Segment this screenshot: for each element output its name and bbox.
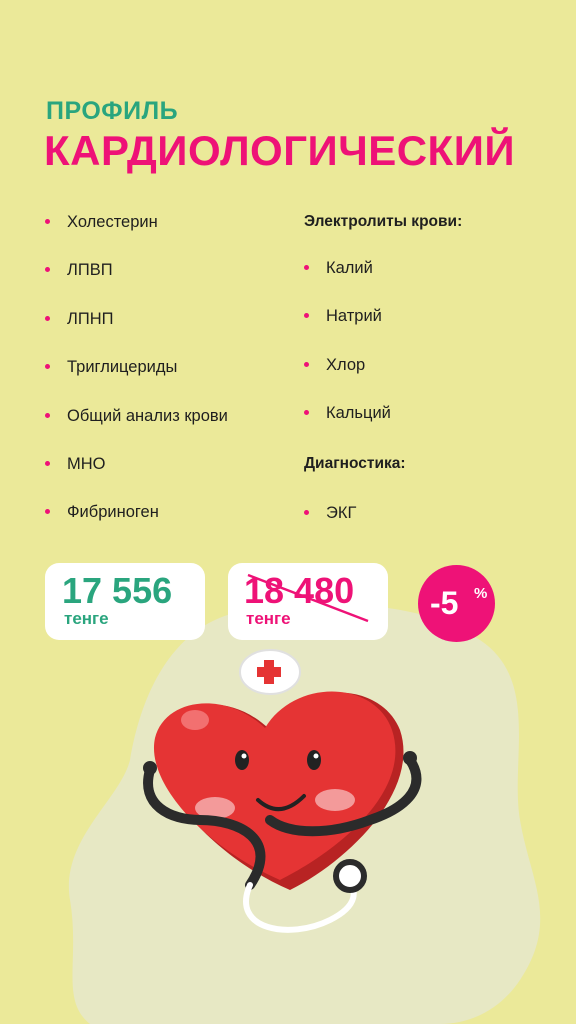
strikethrough-line [247, 573, 369, 623]
discount-value: -5 [430, 585, 459, 621]
electrolytes-list: Калий Натрий Хлор Кальций [304, 258, 391, 452]
list-item: Калий [304, 258, 391, 278]
profile-title: КАРДИОЛОГИЧЕСКИЙ [44, 127, 516, 174]
list-item: Триглицериды [45, 357, 228, 377]
heart-doctor-icon [143, 649, 422, 933]
old-price-value: 18 480 [244, 570, 355, 611]
list-item: ЛПВП [45, 260, 228, 280]
discount-badge: -5 % [418, 565, 495, 642]
old-price-currency: тенге [246, 609, 291, 628]
new-price-currency: тенге [64, 609, 109, 628]
discount-percent-sign: % [474, 585, 488, 602]
electrolytes-heading: Электролиты крови: [304, 213, 463, 230]
list-item: ЛПНП [45, 309, 228, 329]
list-item: МНО [45, 454, 228, 474]
new-price-card: 17 556 тенге [45, 563, 205, 640]
list-item: ЭКГ [304, 503, 356, 523]
list-item: Холестерин [45, 212, 228, 232]
diagnostics-heading: Диагностика: [304, 455, 406, 472]
list-item: Хлор [304, 355, 391, 375]
list-item: Фибриноген [45, 502, 228, 522]
list-item: Общий анализ крови [45, 406, 228, 426]
list-item: Кальций [304, 403, 391, 423]
new-price-value: 17 556 [62, 570, 173, 611]
list-item: Натрий [304, 306, 391, 326]
old-price-card: 18 480 тенге [228, 563, 388, 640]
diagnostics-list: ЭКГ [304, 503, 356, 551]
profile-subtitle: ПРОФИЛЬ [46, 97, 179, 125]
tests-list: Холестерин ЛПВП ЛПНП Триглицериды Общий … [45, 212, 228, 551]
